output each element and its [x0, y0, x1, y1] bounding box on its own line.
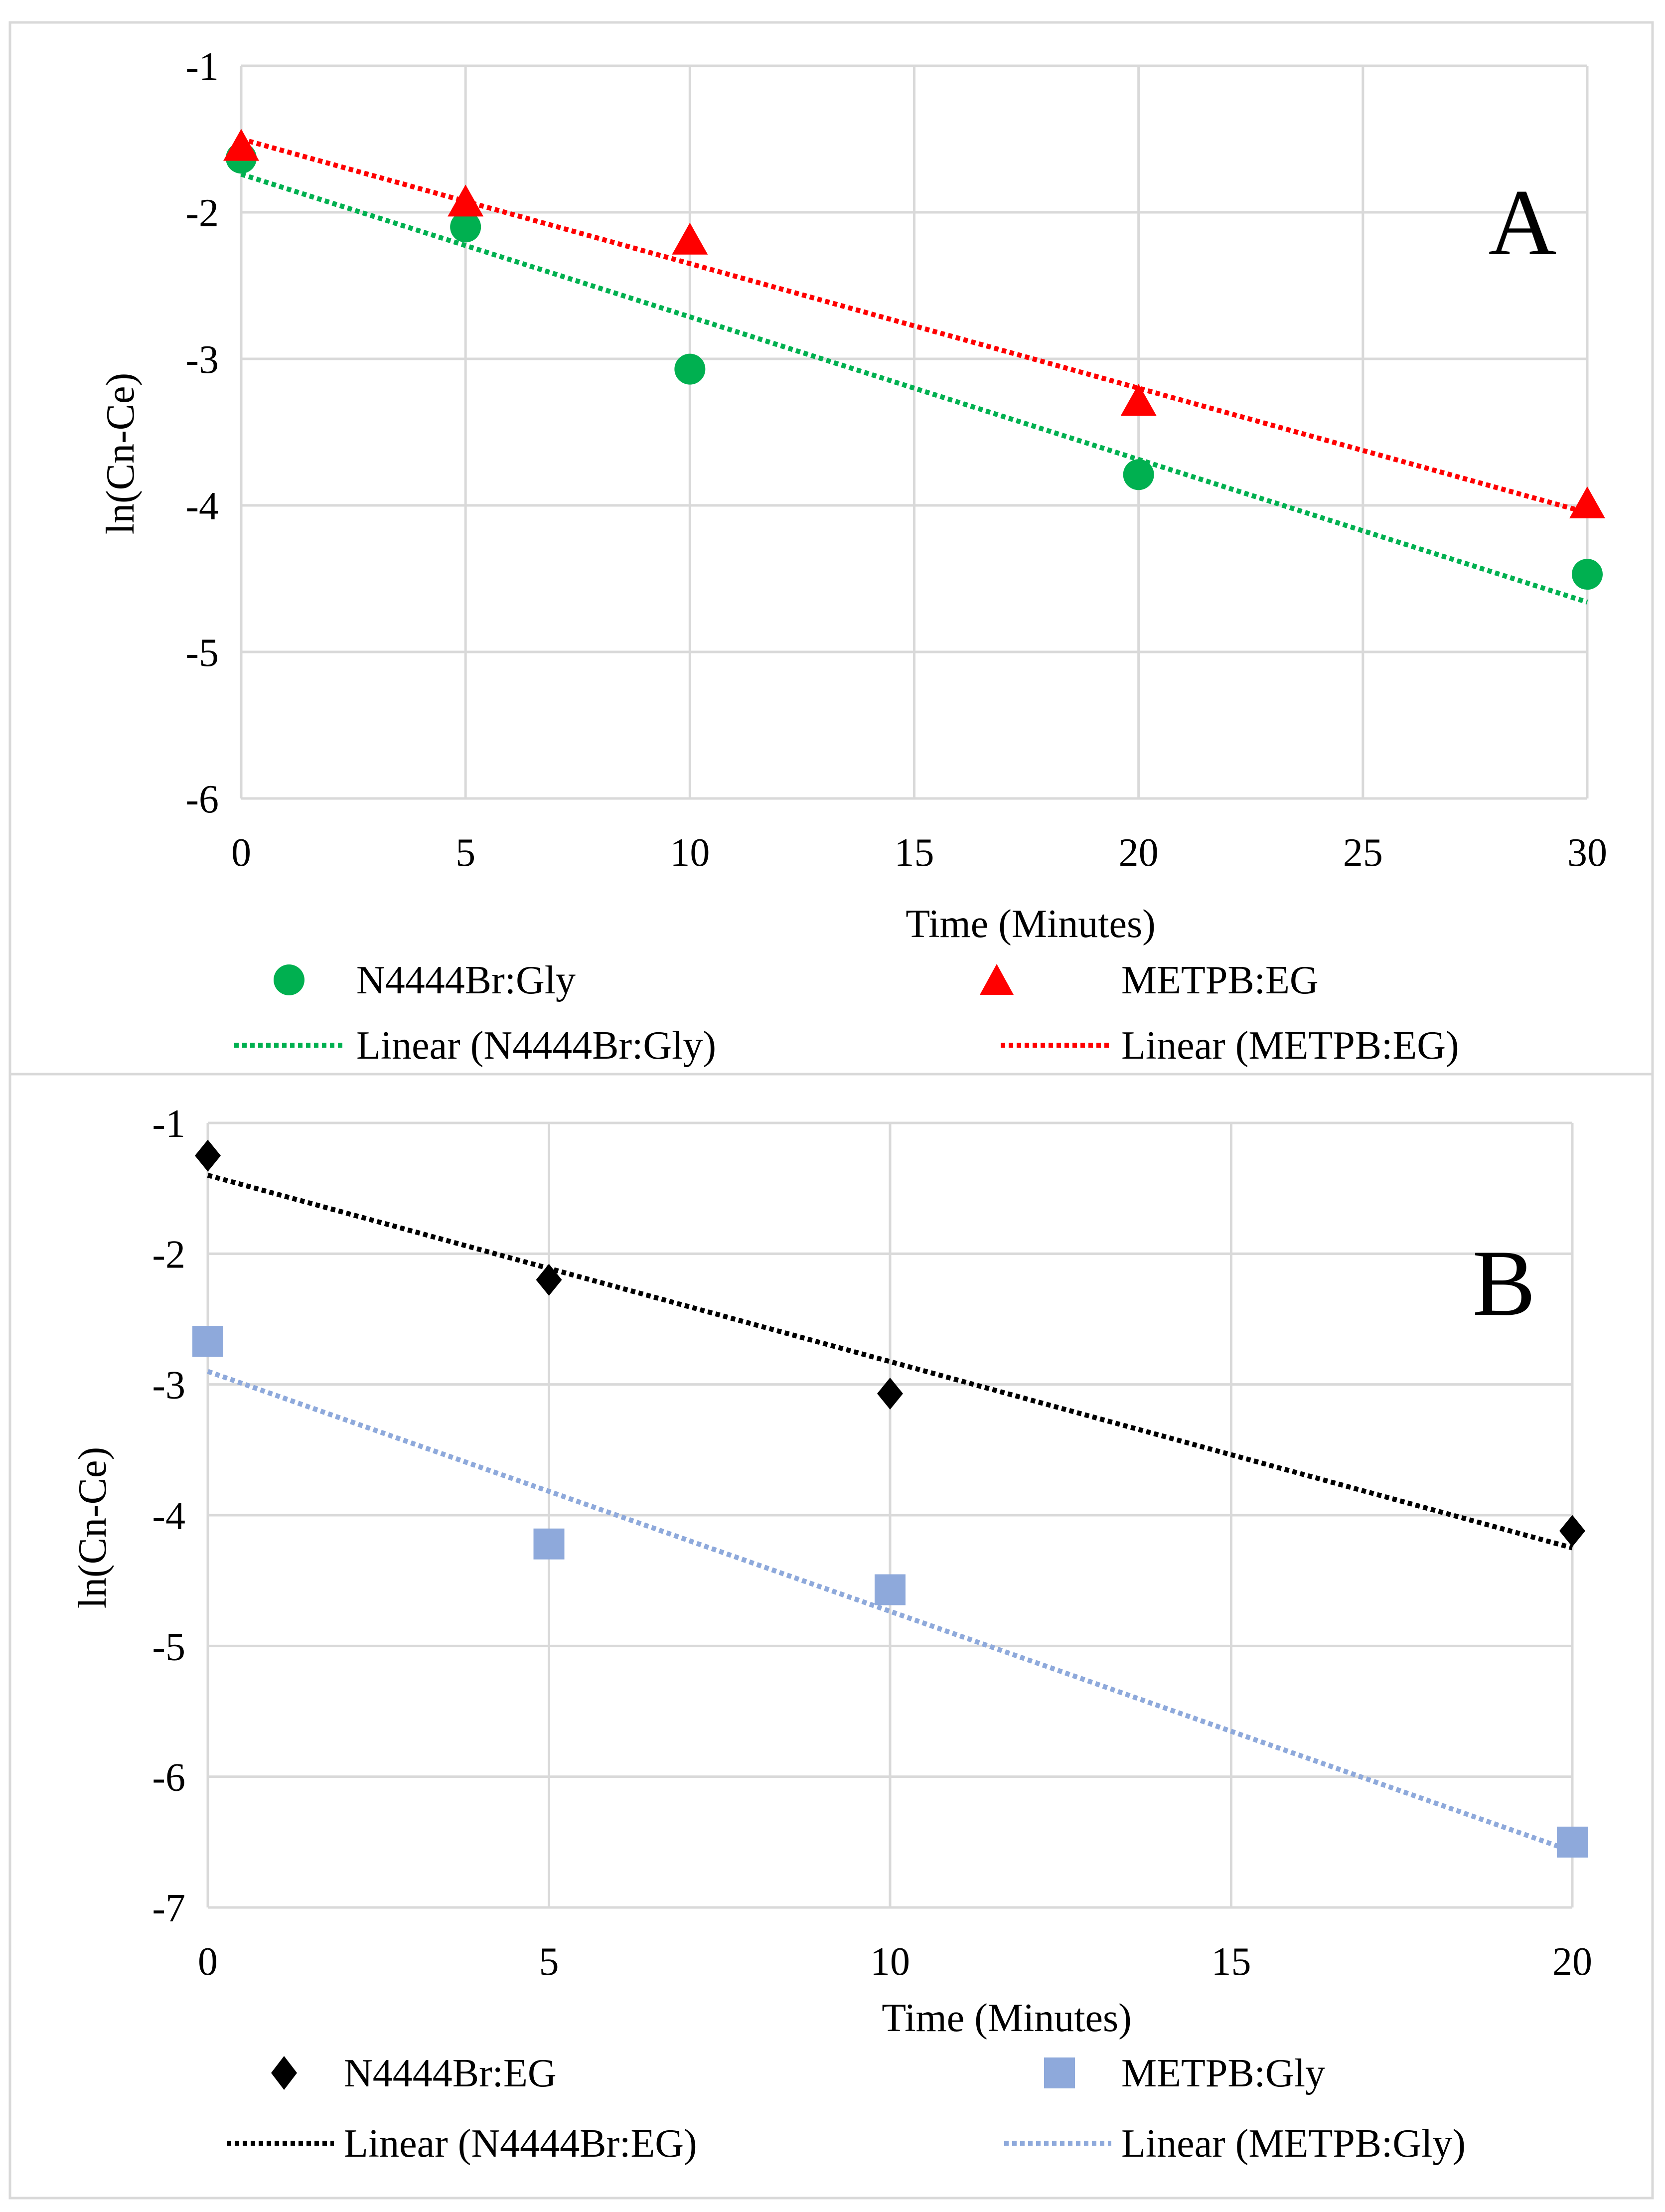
- panel-b-ylabel: ln(Cn-Ce): [71, 1447, 115, 1608]
- legend-label-linear-n4444br-eg: Linear (N4444Br:EG): [344, 2122, 697, 2166]
- point-metpb-eg: [448, 184, 484, 217]
- panel-a-points: [223, 129, 1605, 590]
- point-metpb-eg: [223, 129, 259, 161]
- point-n4444br-gly: [450, 211, 481, 243]
- y-tick-label: -5: [152, 1625, 185, 1669]
- legend-marker-metpb-gly: [1044, 2057, 1075, 2088]
- legend-label-linear-metpb-gly: Linear (METPB:Gly): [1121, 2122, 1466, 2166]
- y-tick-label: -5: [185, 631, 219, 675]
- panel-a-gridlines: [240, 64, 1589, 800]
- panel-a: 0 5 10 15 20 25 30 -1 -2 -3 -4 -5 -6 A Time (Minutes…: [8, 21, 1654, 1076]
- x-tick-label: 5: [455, 831, 475, 875]
- panel-a-ylabel: ln(Cn-Ce): [99, 373, 143, 534]
- x-tick-label: 30: [1567, 831, 1607, 875]
- panel-b-trendlines: [207, 1173, 1573, 1854]
- x-tick-label: 0: [198, 1940, 218, 1984]
- panel-b-xlabel: Time (Minutes): [882, 1996, 1132, 2040]
- y-tick-label: -7: [152, 1887, 185, 1930]
- y-tick-label: -6: [152, 1756, 185, 1800]
- legend-marker-metpb-eg: [980, 964, 1014, 995]
- point-n4444br-gly: [1572, 559, 1603, 590]
- y-tick-label: -3: [185, 338, 219, 382]
- point-n4444br-gly: [1123, 459, 1154, 490]
- point-metpb-eg: [1120, 384, 1157, 416]
- panel-b-label: B: [1473, 1231, 1536, 1336]
- legend-marker-n4444br-gly: [274, 964, 304, 995]
- point-metpb-gly: [192, 1326, 223, 1357]
- legend-marker-n4444br-eg: [271, 2056, 297, 2090]
- point-metpb-gly: [1557, 1826, 1588, 1858]
- y-tick-label: -6: [185, 778, 219, 821]
- x-tick-label: 15: [1211, 1940, 1251, 1984]
- x-tick-label: 10: [870, 1940, 910, 1984]
- point-n4444br-eg: [536, 1264, 562, 1296]
- panel-b: 0 5 10 15 20-1-2-3-4-5-6-7 B Time (Minutes) …: [8, 1073, 1654, 2200]
- legend-label-n4444br-gly: N4444Br:Gly: [356, 958, 576, 1002]
- panel-a-tick-labels: 0 5 10 15 20 25 30 -1 -2 -3 -4 -5 -6: [185, 45, 1607, 875]
- panel-b-points: [192, 1139, 1588, 1858]
- y-tick-label: -4: [185, 484, 219, 528]
- point-n4444br-gly: [674, 353, 706, 385]
- trendline-linear-n4444br-gly: [240, 171, 1588, 605]
- panel-a-legend: N4444Br:Gly METPB:EG Linear (N4444Br:Gly…: [234, 958, 1459, 1068]
- panel-a-label: A: [1488, 170, 1556, 275]
- y-tick-label: -3: [152, 1364, 185, 1408]
- y-tick-label: -1: [185, 45, 219, 89]
- point-metpb-gly: [875, 1574, 906, 1605]
- x-tick-label: 20: [1552, 1940, 1592, 1984]
- y-tick-label: -4: [152, 1494, 185, 1538]
- panel-b-legend: N4444Br:EG METPB:Gly Linear (N4444Br:EG)…: [227, 2052, 1466, 2166]
- legend-label-metpb-eg: METPB:EG: [1121, 958, 1319, 1002]
- legend-label-linear-metpb-eg: Linear (METPB:EG): [1121, 1024, 1459, 1068]
- y-tick-label: -2: [185, 191, 219, 235]
- panel-a-xlabel: Time (Minutes): [906, 902, 1156, 946]
- point-metpb-eg: [1569, 486, 1605, 518]
- x-tick-label: 0: [231, 831, 251, 875]
- point-metpb-eg: [672, 222, 708, 255]
- legend-label-metpb-gly: METPB:Gly: [1121, 2052, 1325, 2095]
- point-metpb-gly: [533, 1528, 565, 1560]
- trendline-linear-metpb-gly: [207, 1369, 1573, 1854]
- x-tick-label: 15: [895, 831, 934, 875]
- x-tick-label: 10: [670, 831, 710, 875]
- panel-b-tick-labels: 0 5 10 15 20 -1 -2 -3 -4 -5 -6 -7: [152, 1102, 1592, 1984]
- x-tick-label: 20: [1119, 831, 1159, 875]
- y-tick-label: -1: [152, 1102, 185, 1146]
- point-n4444br-eg: [877, 1378, 903, 1410]
- x-tick-label: 25: [1343, 831, 1383, 875]
- point-n4444br-eg: [1559, 1515, 1585, 1547]
- y-tick-label: -2: [152, 1233, 185, 1276]
- legend-label-linear-n4444br-gly: Linear (N4444Br:Gly): [356, 1024, 716, 1068]
- point-n4444br-eg: [195, 1139, 221, 1172]
- x-tick-label: 5: [539, 1940, 559, 1984]
- legend-label-n4444br-eg: N4444Br:EG: [344, 2052, 557, 2095]
- panel-b-frame: [8, 1073, 1654, 2200]
